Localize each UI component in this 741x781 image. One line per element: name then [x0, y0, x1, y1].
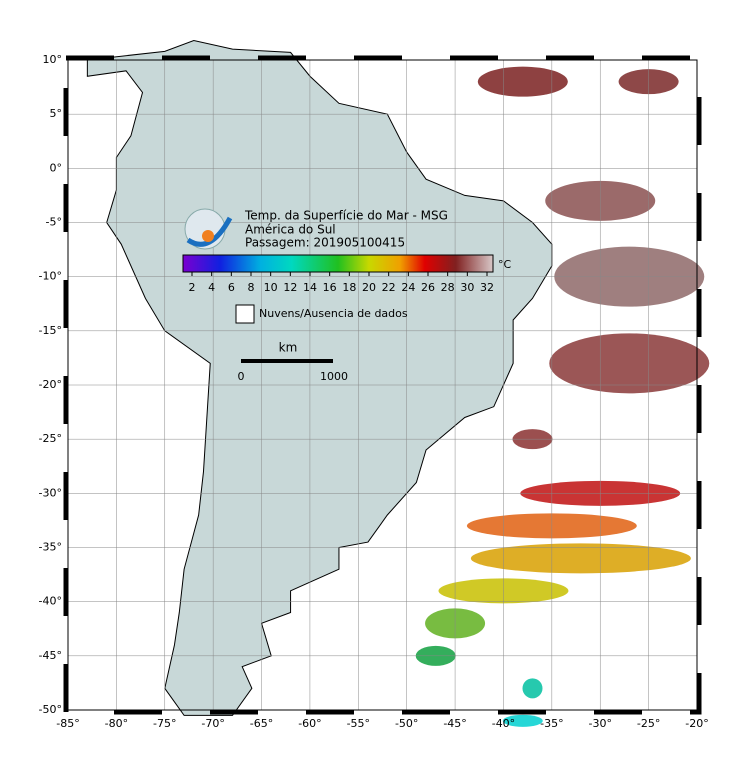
- lat-label: -30°: [39, 486, 62, 499]
- frame-border: [63, 55, 702, 715]
- lon-label: -55°: [347, 717, 370, 730]
- colorbar-label: 24: [401, 281, 415, 294]
- lon-label: -25°: [637, 717, 660, 730]
- logo-sun: [202, 230, 214, 242]
- lon-label: -75°: [153, 717, 176, 730]
- scale-end: 1000: [320, 370, 348, 383]
- colorbar-label: 26: [421, 281, 435, 294]
- colorbar-label: 14: [303, 281, 317, 294]
- lat-label: -15°: [39, 324, 62, 337]
- lat-label: -25°: [39, 432, 62, 445]
- colorbar-label: 16: [323, 281, 337, 294]
- colorbar-label: 20: [362, 281, 376, 294]
- colorbar-label: 6: [228, 281, 235, 294]
- colorbar-label: 10: [264, 281, 278, 294]
- title-line: Temp. da Superfície do Mar - MSG: [244, 209, 448, 223]
- lat-label: -35°: [39, 541, 62, 554]
- lat-label: -40°: [39, 595, 62, 608]
- lat-label: -10°: [39, 270, 62, 283]
- lon-label: -20°: [685, 717, 708, 730]
- colorbar-label: 12: [283, 281, 297, 294]
- lon-label: -40°: [492, 717, 515, 730]
- colorbar-label: 32: [480, 281, 494, 294]
- lat-label: 0°: [50, 161, 63, 174]
- sst-patch: [502, 714, 543, 727]
- legend-swatch: [235, 304, 255, 324]
- logo: [184, 208, 233, 250]
- sst-patch: [549, 333, 710, 394]
- colorbar-label: 4: [208, 281, 215, 294]
- lon-label: -45°: [443, 717, 466, 730]
- lon-label: -85°: [56, 717, 79, 730]
- lon-label: -35°: [540, 717, 563, 730]
- colorbar: [182, 254, 494, 273]
- title-line: América do Sul: [245, 223, 336, 237]
- scale-start: 0: [238, 370, 245, 383]
- lon-label: -65°: [250, 717, 273, 730]
- colorbar-label: 30: [460, 281, 474, 294]
- lon-label: -30°: [588, 717, 611, 730]
- lon-label: -50°: [395, 717, 418, 730]
- scale-unit: km: [279, 341, 298, 355]
- title-line: Passagem: 201905100415: [245, 236, 405, 250]
- lon-label: -60°: [298, 717, 321, 730]
- colorbar-unit: °C: [498, 258, 512, 271]
- lat-label: -20°: [39, 378, 62, 391]
- logo-arrow: [186, 216, 233, 247]
- lon-label: -80°: [105, 717, 128, 730]
- lat-label: -5°: [46, 216, 62, 229]
- legend-label: Nuvens/Ausencia de dados: [259, 307, 408, 320]
- lat-label: 5°: [50, 107, 63, 120]
- lon-label: -70°: [201, 717, 224, 730]
- lat-label: 10°: [43, 53, 63, 66]
- sst-patch: [477, 66, 568, 97]
- colorbar-label: 8: [248, 281, 255, 294]
- sst-patch: [470, 543, 691, 574]
- colorbar-label: 18: [342, 281, 356, 294]
- lat-label: -50°: [39, 703, 62, 716]
- lat-label: -45°: [39, 649, 62, 662]
- scale-bar: [241, 359, 333, 363]
- sst-patch: [522, 678, 543, 699]
- colorbar-label: 28: [441, 281, 455, 294]
- colorbar-label: 2: [189, 281, 196, 294]
- colorbar-label: 22: [382, 281, 396, 294]
